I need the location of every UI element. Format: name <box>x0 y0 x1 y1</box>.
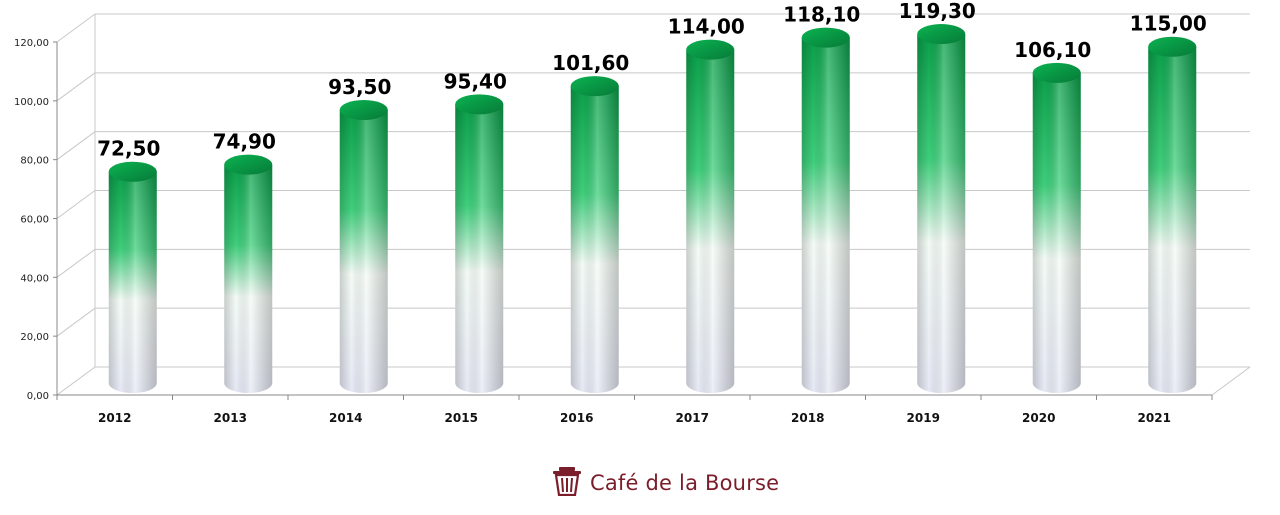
x-tick-label: 2021 <box>1138 411 1171 425</box>
bar-cap <box>455 94 504 115</box>
gridline-diagonal <box>56 366 96 396</box>
data-label: 93,50 <box>328 75 391 99</box>
data-label: 118,10 <box>783 3 860 27</box>
x-tick-label: 2012 <box>98 411 131 425</box>
bar-cap <box>1148 36 1197 57</box>
y-tick-label: 120,00 <box>14 38 49 49</box>
gridline-diagonal <box>56 307 96 337</box>
bar-shading <box>108 171 157 393</box>
bar-cap <box>108 161 157 182</box>
gridline-diagonal <box>56 13 96 43</box>
bar-cap <box>570 76 619 97</box>
bar-shading <box>917 34 966 393</box>
trash-bin-icon <box>550 466 584 500</box>
data-label: 74,90 <box>213 130 276 154</box>
y-tick-label: 100,00 <box>14 97 49 108</box>
data-label: 101,60 <box>552 51 629 75</box>
labels: 72,50 2012 74,90 2013 93,50 2014 95,40 2015 101,… <box>97 0 1207 425</box>
y-tick-label: 40,00 <box>20 273 49 284</box>
bar-cap <box>224 154 273 175</box>
axes: 0,00 20,00 40,00 60,00 80,00 100,00 120,00 <box>14 38 1213 402</box>
y-tick-label: 0,00 <box>27 391 49 402</box>
x-tick-label: 2020 <box>1022 411 1055 425</box>
bar-shading <box>1032 72 1081 394</box>
gridline-diagonal <box>56 131 96 161</box>
bar-shading <box>801 37 850 393</box>
data-label: 106,10 <box>1014 38 1091 62</box>
bar-cap <box>1032 62 1081 83</box>
y-tick-label: 80,00 <box>20 156 49 167</box>
gridline-diagonal <box>56 72 96 102</box>
brand-logo: Café de la Bourse <box>550 466 779 500</box>
x-tick-label: 2018 <box>791 411 824 425</box>
data-label: 72,50 <box>97 137 160 161</box>
bar-shading <box>455 104 504 394</box>
x-tick-label: 2016 <box>560 411 593 425</box>
x-tick-label: 2013 <box>214 411 247 425</box>
bar-shading <box>339 109 388 394</box>
brand-name: Café de la Bourse <box>590 471 780 495</box>
bar-cap <box>339 99 388 120</box>
x-tick-label: 2017 <box>676 411 709 425</box>
x-tick-label: 2014 <box>329 411 362 425</box>
bar-shading <box>1148 46 1197 393</box>
data-label: 119,30 <box>899 0 976 23</box>
data-label: 95,40 <box>444 69 507 93</box>
x-tick-label: 2019 <box>907 411 940 425</box>
floor-edge <box>1211 366 1251 396</box>
gridline-diagonal <box>56 248 96 278</box>
y-tick-label: 60,00 <box>20 215 49 226</box>
bar-shading <box>224 164 273 393</box>
bar-cap <box>686 39 735 60</box>
data-label: 114,00 <box>668 15 745 39</box>
bars <box>108 24 1197 394</box>
gridline-diagonal <box>56 190 96 219</box>
bar-chart: 0,00 20,00 40,00 60,00 80,00 100,00 120,00 72,… <box>14 0 1251 425</box>
bar-cap <box>801 27 850 48</box>
bar-cap <box>917 24 966 45</box>
data-label: 115,00 <box>1130 12 1207 36</box>
bar-shading <box>686 49 735 394</box>
y-tick-label: 20,00 <box>20 332 49 343</box>
x-tick-label: 2015 <box>445 411 478 425</box>
grid <box>56 13 1251 396</box>
bar-shading <box>570 86 619 394</box>
